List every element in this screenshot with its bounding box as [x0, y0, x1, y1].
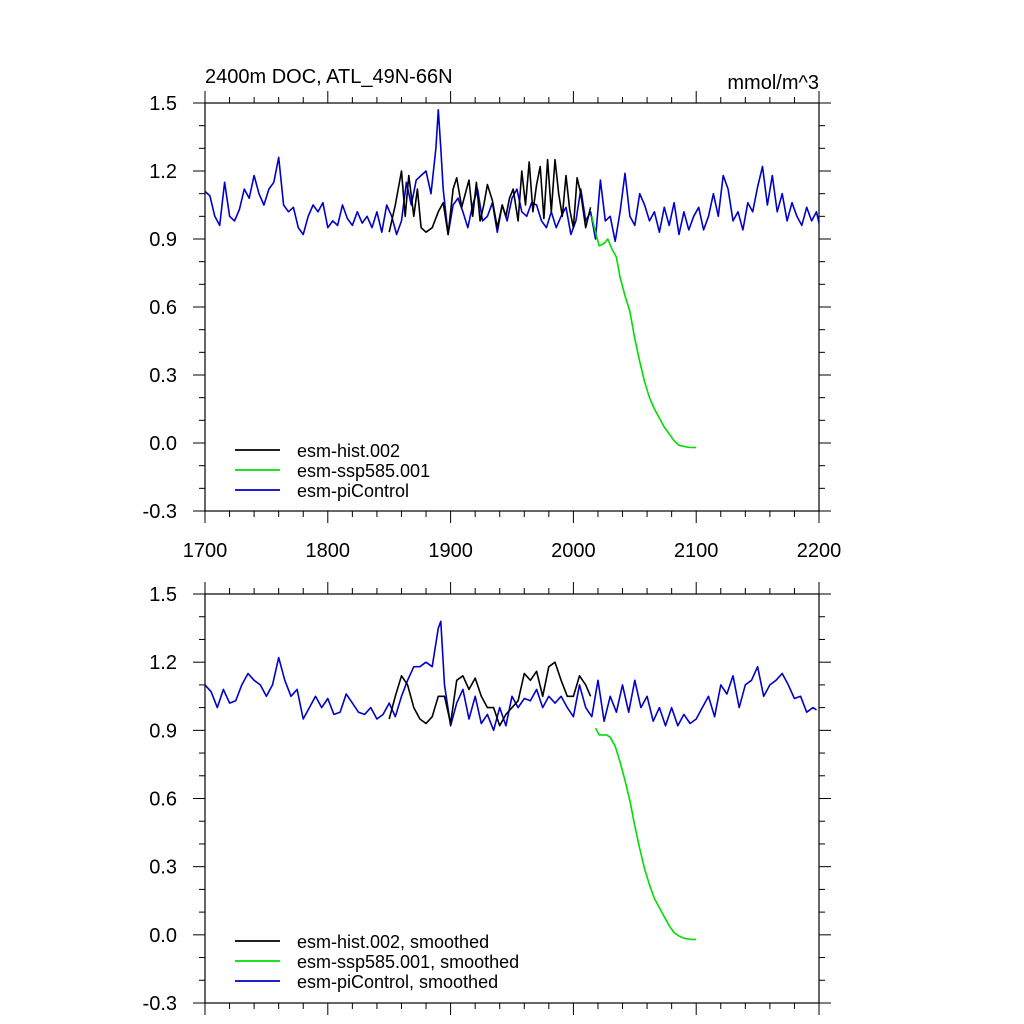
series-group	[205, 109, 819, 449]
x-tick-label: 2100	[674, 540, 719, 562]
top-panel: 1700 1800 1900 2000 2100 2200 -0.3 0.0 0.3 0.6 0.9…	[143, 66, 842, 562]
x-tick-label: 2200	[797, 540, 842, 562]
y-tick-label: 1.5	[149, 584, 177, 606]
legend-label: esm-piControl, smoothed	[297, 972, 498, 992]
legend-label: esm-hist.002	[297, 441, 400, 461]
series-line-1	[594, 727, 697, 941]
legend-label: esm-ssp585.001, smoothed	[297, 952, 519, 972]
series-group	[205, 620, 817, 941]
y-tick-label: 1.2	[149, 161, 177, 183]
x-tick-label: 1900	[428, 540, 473, 562]
series-line-0	[388, 158, 592, 236]
y-tick-label: 0.3	[149, 365, 177, 387]
y-tick-label: 0.3	[149, 857, 177, 879]
series-line-0	[388, 661, 592, 727]
legend-label: esm-ssp585.001	[297, 461, 430, 481]
chart-title: 2400m DOC, ATL_49N-66N	[205, 66, 453, 88]
y-tick-label: 1.2	[149, 652, 177, 674]
y-tick-label: 0.9	[149, 229, 177, 251]
x-tick-label: 1800	[306, 540, 351, 562]
y-tick-label: 1.5	[149, 93, 177, 115]
y-tick-label: 0.0	[149, 925, 177, 947]
series-line-1	[591, 216, 697, 449]
y-tick-label: 0.6	[149, 789, 177, 811]
y-tick-label: 0.6	[149, 297, 177, 319]
units-label: mmol/m^3	[727, 72, 819, 94]
series-line-2	[205, 109, 819, 243]
bottom-panel: -0.3 0.0 0.3 0.6 0.9 1.2 1.5 esm-hist.002, smoo…	[143, 582, 831, 1015]
legend-label: esm-hist.002, smoothed	[297, 932, 489, 952]
series-line-2	[205, 620, 817, 732]
y-tick-label: -0.3	[143, 993, 177, 1015]
y-tick-label: 0.9	[149, 720, 177, 742]
y-tick-label: 0.0	[149, 433, 177, 455]
y-tick-label: -0.3	[143, 501, 177, 523]
legend-label: esm-piControl	[297, 481, 409, 501]
x-tick-label: 2000	[551, 540, 596, 562]
x-tick-label: 1700	[183, 540, 228, 562]
